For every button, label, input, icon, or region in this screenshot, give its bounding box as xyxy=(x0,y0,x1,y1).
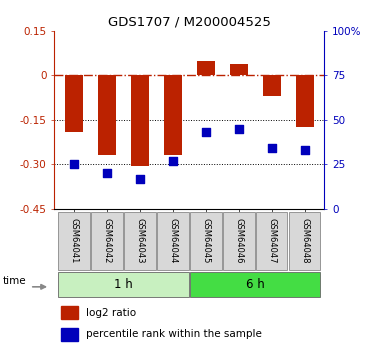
FancyBboxPatch shape xyxy=(124,211,156,270)
FancyBboxPatch shape xyxy=(58,211,90,270)
Point xyxy=(203,130,209,135)
Bar xyxy=(296,76,314,127)
Text: percentile rank within the sample: percentile rank within the sample xyxy=(86,329,262,339)
Bar xyxy=(61,328,78,341)
Bar xyxy=(131,76,149,166)
Point xyxy=(269,146,275,151)
Text: time: time xyxy=(3,276,26,286)
Text: GSM64047: GSM64047 xyxy=(267,218,276,263)
Point xyxy=(170,158,176,164)
FancyBboxPatch shape xyxy=(289,211,320,270)
Point xyxy=(302,147,307,153)
Text: GSM64042: GSM64042 xyxy=(102,218,111,263)
Bar xyxy=(98,76,116,155)
Text: 1 h: 1 h xyxy=(114,278,133,291)
FancyBboxPatch shape xyxy=(58,272,189,297)
Text: 6 h: 6 h xyxy=(246,278,265,291)
Bar xyxy=(164,76,182,155)
FancyBboxPatch shape xyxy=(91,211,123,270)
Bar xyxy=(65,76,83,132)
FancyBboxPatch shape xyxy=(190,272,320,297)
Bar xyxy=(197,61,215,76)
FancyBboxPatch shape xyxy=(157,211,189,270)
Point xyxy=(104,170,110,176)
Bar xyxy=(230,63,248,76)
Text: GSM64048: GSM64048 xyxy=(300,218,309,263)
Bar xyxy=(262,76,281,96)
Text: GSM64046: GSM64046 xyxy=(234,218,243,263)
Point xyxy=(71,161,77,167)
FancyBboxPatch shape xyxy=(256,211,288,270)
FancyBboxPatch shape xyxy=(190,211,222,270)
Text: GSM64045: GSM64045 xyxy=(201,218,210,263)
Bar xyxy=(61,306,78,319)
Title: GDS1707 / M200004525: GDS1707 / M200004525 xyxy=(108,16,271,29)
FancyBboxPatch shape xyxy=(223,211,255,270)
Point xyxy=(137,176,143,181)
Point xyxy=(236,126,242,131)
Text: GSM64044: GSM64044 xyxy=(168,218,177,263)
Text: log2 ratio: log2 ratio xyxy=(86,308,136,318)
Text: GSM64043: GSM64043 xyxy=(135,218,144,263)
Text: GSM64041: GSM64041 xyxy=(70,218,79,263)
